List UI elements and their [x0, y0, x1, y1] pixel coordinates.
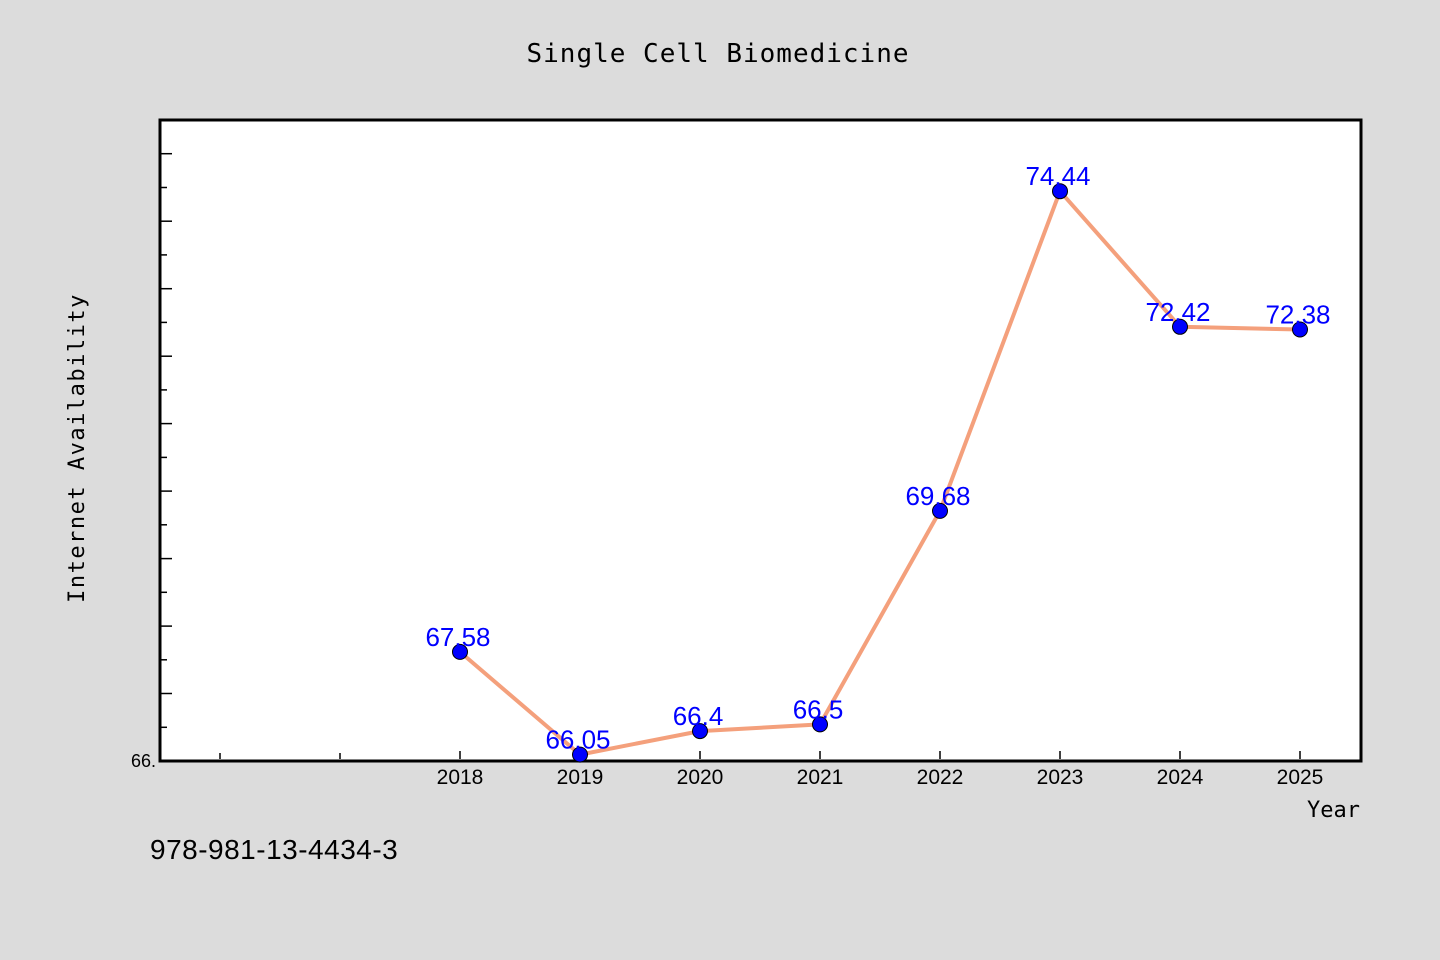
series-line: [458, 189, 1302, 757]
x-tick-label-2022: 2022: [917, 766, 964, 789]
data-label-2022: 69.68: [905, 481, 970, 511]
data-label-2023: 74.44: [1025, 161, 1090, 191]
y-axis-ticks: [160, 152, 172, 762]
data-point-2018: [452, 643, 468, 660]
data-label-2025: 72.38: [1265, 300, 1330, 330]
x-axis-label: Year: [1307, 798, 1360, 823]
plot-area: [158, 118, 1363, 763]
data-label-2019: 66.05: [545, 725, 610, 755]
x-tick-label-2018: 2018: [437, 766, 484, 789]
data-point-2024: [1172, 318, 1188, 335]
y-axis-label: Internet Availability: [65, 293, 90, 603]
isbn-footer: 978-981-13-4434-3: [150, 834, 399, 865]
x-tick-label-2023: 2023: [1037, 766, 1084, 789]
x-tick-label-2021: 2021: [797, 766, 844, 789]
data-point-2022: [932, 502, 948, 519]
x-axis-tick-labels: 2018 2019 2020 2021 2022 2023 2024 2025: [437, 751, 1324, 789]
data-point-2025: [1292, 321, 1308, 338]
data-point-2020: [692, 723, 708, 740]
data-point-2019: [572, 746, 588, 763]
x-tick-label-2024: 2024: [1157, 766, 1204, 789]
x-tick-label-2020: 2020: [677, 766, 724, 789]
series-group: 67.58 66.05 66.4 66.5 69.68 74.44 72.42 72.38: [425, 161, 1331, 763]
data-point-2021: [812, 716, 828, 733]
data-label-2020: 66.4: [673, 701, 724, 731]
x-tick-label-2025: 2025: [1277, 766, 1324, 789]
data-label-2021: 66.5: [793, 694, 844, 724]
y-tick-label: 66.: [131, 751, 156, 771]
data-point-2023: [1052, 183, 1068, 200]
data-label-2018: 67.58: [425, 622, 490, 652]
x-axis-minor-ticks: [219, 753, 341, 759]
x-tick-label-2019: 2019: [557, 766, 604, 789]
chart-title: Single Cell Biomedicine: [526, 39, 909, 69]
data-label-2024: 72.42: [1145, 297, 1210, 327]
